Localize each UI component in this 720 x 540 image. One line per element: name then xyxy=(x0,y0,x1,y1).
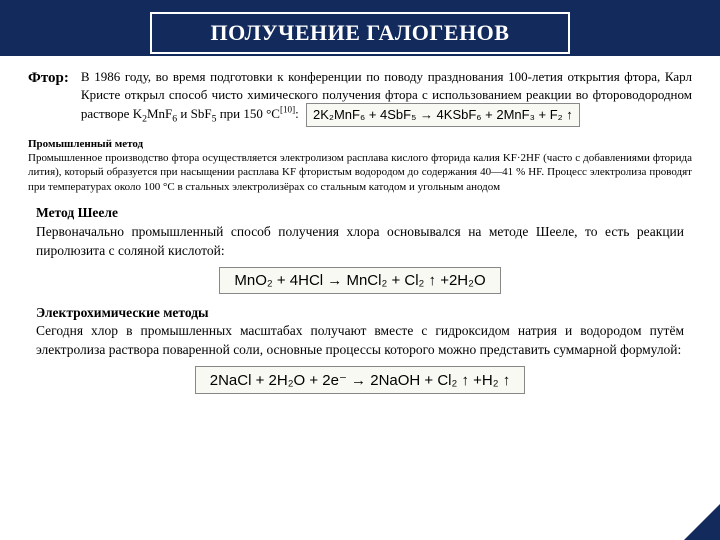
scheele-block: Метод Шееле Первоначально промышленный с… xyxy=(28,204,692,261)
intro-k2mnf6: MnF xyxy=(147,106,172,121)
slide-title: ПОЛУЧЕНИЕ ГАЛОГЕНОВ xyxy=(150,12,570,54)
equation-1: 2K₂MnF₆ + 4SbF₅ → 4KSbF₆ + 2MnF₃ + F₂ ↑ xyxy=(306,103,580,127)
scheele-heading: Метод Шееле xyxy=(36,205,118,220)
fluorine-label: Фтор: xyxy=(28,68,69,87)
industrial-body: Промышленное производство фтора осуществ… xyxy=(28,152,692,193)
scheele-body: Первоначально промышленный способ получе… xyxy=(36,224,684,258)
industrial-block: Промышленный метод Промышленное производ… xyxy=(28,137,692,194)
electro-body: Сегодня хлор в промышленных масштабах по… xyxy=(36,323,684,357)
intro-tail: при 150 °C xyxy=(216,106,280,121)
intro-and: и SbF xyxy=(177,106,211,121)
intro-ref: [10] xyxy=(280,105,295,115)
electro-block: Электрохимические методы Сегодня хлор в … xyxy=(28,304,692,361)
fluorine-row: Фтор: В 1986 году, во время подготовки к… xyxy=(28,68,692,127)
industrial-heading: Промышленный метод xyxy=(28,138,143,150)
corner-accent xyxy=(684,504,720,540)
electro-heading: Электрохимические методы xyxy=(36,305,209,320)
intro-colon: : xyxy=(295,106,299,121)
slide-content: ПОЛУЧЕНИЕ ГАЛОГЕНОВ Фтор: В 1986 году, в… xyxy=(0,0,720,540)
fluorine-intro: В 1986 году, во время подготовки к конфе… xyxy=(81,68,692,127)
equation-3: 2NaCl + 2H₂O + 2e⁻ → 2NaOH + Cl₂ ↑ +H₂ ↑ xyxy=(195,366,526,394)
equation-2: MnO₂ + 4HCl → MnCl₂ + Cl₂ ↑ +2H₂O xyxy=(219,267,500,294)
